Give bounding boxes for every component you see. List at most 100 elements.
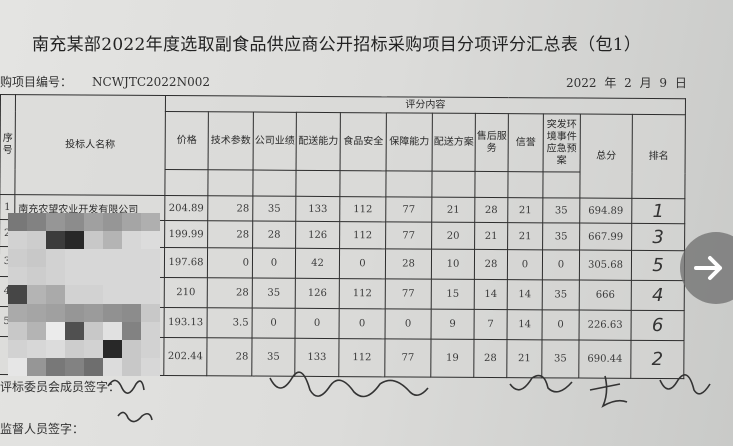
mosaic-tile bbox=[65, 321, 84, 340]
mosaic-tile bbox=[84, 213, 103, 232]
mosaic-tile bbox=[122, 357, 141, 376]
header-col: 公司业绩 bbox=[253, 112, 297, 171]
mosaic-tile bbox=[8, 267, 27, 286]
score-cell: 0 bbox=[339, 248, 386, 279]
score-cell: 0 bbox=[542, 249, 580, 281]
score-cell: 0 bbox=[252, 308, 296, 339]
mosaic-tile bbox=[27, 303, 46, 322]
rank-cell: 5 bbox=[631, 250, 685, 281]
score-cell: 3.5 bbox=[207, 307, 253, 339]
mosaic-tile bbox=[8, 249, 27, 268]
mosaic-tile bbox=[65, 249, 84, 268]
blank-cell bbox=[507, 171, 544, 198]
blank-cell bbox=[339, 170, 387, 197]
mosaic-tile bbox=[46, 249, 65, 268]
mosaic-tile bbox=[27, 321, 46, 340]
rank-cell: 1 bbox=[631, 198, 685, 224]
score-cell: 0 bbox=[295, 308, 340, 339]
blank-cell bbox=[542, 171, 581, 199]
mosaic-tile bbox=[141, 285, 160, 304]
score-cell: 28 bbox=[474, 249, 508, 280]
score-cell: 28 bbox=[207, 195, 253, 222]
mosaic-tile bbox=[122, 213, 141, 232]
mosaic-tile bbox=[65, 231, 84, 250]
mosaic-tile bbox=[141, 303, 160, 322]
header-col: 技术参数 bbox=[208, 111, 254, 171]
score-cell: 9 bbox=[431, 309, 475, 340]
score-cell: 0 bbox=[385, 308, 432, 340]
mosaic-tile bbox=[103, 339, 122, 358]
mosaic-tile bbox=[141, 357, 160, 376]
mosaic-tile bbox=[46, 213, 65, 232]
blank-cell bbox=[431, 171, 476, 198]
header-col: 突发环境事件应急预案 bbox=[543, 113, 581, 173]
mosaic-tile bbox=[46, 231, 65, 250]
mosaic-tile bbox=[65, 213, 84, 232]
score-cell: 28 bbox=[207, 277, 253, 309]
score-cell: 112 bbox=[339, 196, 386, 222]
total-cell: 226.63 bbox=[579, 310, 632, 341]
score-cell: 35 bbox=[252, 196, 296, 222]
mosaic-tile bbox=[27, 357, 46, 376]
mosaic-tile bbox=[84, 303, 103, 322]
next-image-button[interactable] bbox=[680, 232, 733, 304]
mosaic-tile bbox=[27, 213, 46, 232]
score-cell: 77 bbox=[385, 278, 432, 310]
score-cell: 133 bbox=[295, 196, 340, 222]
header-seq: 序号 bbox=[0, 94, 16, 195]
mosaic-tile bbox=[46, 267, 65, 286]
mosaic-tile bbox=[8, 303, 27, 322]
mosaic-tile bbox=[65, 303, 84, 322]
mosaic-tile bbox=[65, 285, 84, 304]
mosaic-tile bbox=[84, 249, 103, 268]
mosaic-tile bbox=[141, 249, 160, 268]
rank-cell: 6 bbox=[631, 310, 685, 341]
score-cell: 193.13 bbox=[164, 307, 208, 338]
score-cell: 7 bbox=[474, 309, 508, 340]
mosaic-tile bbox=[122, 321, 141, 340]
page-title: 南充某部2022年度选取副食品供应商公开招标采购项目分项评分汇总表（包1） bbox=[32, 35, 642, 55]
handwritten-signatures bbox=[107, 371, 711, 423]
mosaic-tile bbox=[103, 357, 122, 376]
score-cell: 42 bbox=[295, 248, 340, 279]
mosaic-tile bbox=[84, 285, 103, 304]
score-cell: 35 bbox=[542, 222, 580, 251]
blank-cell bbox=[207, 169, 254, 197]
blank-cell bbox=[385, 170, 433, 198]
committee-signature-label: 评标委员会成员签字： bbox=[0, 380, 121, 394]
total-cell: 694.89 bbox=[579, 198, 632, 224]
score-cell: 35 bbox=[252, 278, 296, 309]
score-cell: 0 bbox=[207, 247, 253, 279]
mosaic-tile bbox=[103, 213, 122, 232]
mosaic-tile bbox=[141, 267, 160, 286]
score-cell: 20 bbox=[431, 222, 475, 250]
score-cell: 126 bbox=[295, 221, 340, 249]
mosaic-tile bbox=[27, 339, 46, 358]
document-date: 2022 年 2 月 9 日 bbox=[566, 76, 687, 90]
score-cell: 210 bbox=[164, 277, 208, 308]
header-col: 信誉 bbox=[508, 113, 544, 172]
blank-cell bbox=[474, 171, 509, 198]
mosaic-tile bbox=[84, 357, 103, 376]
header-total: 总分 bbox=[579, 114, 633, 199]
mosaic-tile bbox=[103, 303, 122, 322]
blank-cell bbox=[252, 170, 297, 197]
mosaic-tile bbox=[103, 285, 122, 304]
project-label: 购项目编号： bbox=[0, 75, 73, 89]
blank-cell bbox=[295, 170, 341, 197]
rank-cell: 3 bbox=[631, 223, 685, 251]
mosaic-tile bbox=[65, 267, 84, 286]
mosaic-tile bbox=[122, 249, 141, 268]
score-cell: 0 bbox=[542, 309, 580, 341]
score-cell: 15 bbox=[431, 279, 475, 310]
score-cell: 14 bbox=[507, 279, 543, 310]
score-cell: 28 bbox=[252, 221, 296, 249]
mosaic-tile bbox=[84, 267, 103, 286]
mosaic-tile bbox=[122, 285, 141, 304]
mosaic-tile bbox=[103, 231, 122, 250]
mosaic-tile bbox=[103, 249, 122, 268]
mosaic-tile bbox=[8, 231, 27, 250]
rank-cell: 4 bbox=[631, 280, 685, 311]
mosaic-tile bbox=[27, 267, 46, 286]
